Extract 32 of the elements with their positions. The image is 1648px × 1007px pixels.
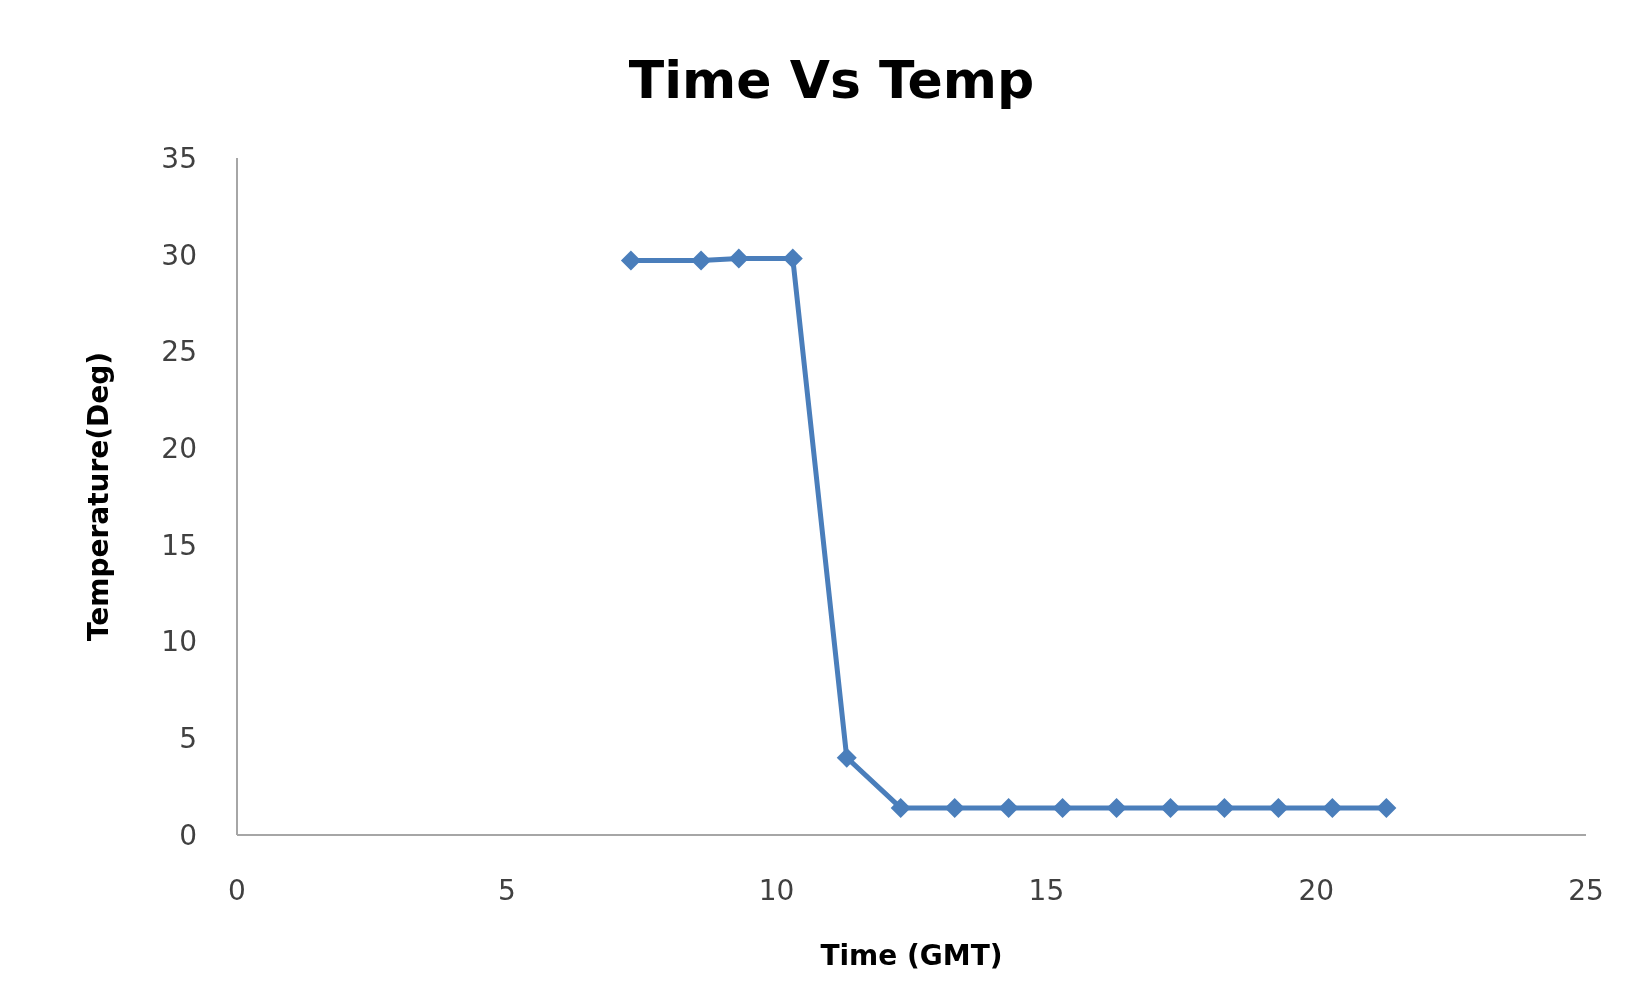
point <box>836 747 857 768</box>
chart-title: Time Vs Temp <box>628 50 1035 110</box>
point <box>1052 797 1073 818</box>
point <box>782 248 803 269</box>
point <box>620 250 641 271</box>
x-tick-label: 5 <box>497 874 516 907</box>
point <box>1376 797 1397 818</box>
point <box>1214 797 1235 818</box>
y-tick-label: 5 <box>179 722 197 756</box>
point <box>944 797 965 818</box>
x-axis-title: Time (GMT) <box>820 939 1003 972</box>
y-axis-title: Temperature(Deg) <box>82 351 115 642</box>
y-tick-label: 25 <box>161 335 197 369</box>
point <box>1268 797 1289 818</box>
x-tick-label: 0 <box>228 874 246 907</box>
point <box>890 797 911 818</box>
x-tick-label: 15 <box>1028 874 1065 907</box>
y-tick-label: 0 <box>179 818 197 852</box>
y-tick-label: 20 <box>161 431 197 465</box>
point <box>1322 797 1343 818</box>
point <box>1106 797 1127 818</box>
x-tick-label: 20 <box>1298 874 1335 907</box>
y-tick-label: 35 <box>161 141 197 175</box>
y-tick-label: 15 <box>161 528 197 562</box>
x-tick-label: 25 <box>1568 874 1604 907</box>
y-tick-label: 10 <box>161 625 197 659</box>
point <box>691 250 712 271</box>
point <box>998 797 1019 818</box>
x-tick-label: 10 <box>758 874 795 907</box>
point <box>728 248 749 269</box>
y-tick-label: 30 <box>161 238 197 272</box>
point <box>1160 797 1181 818</box>
